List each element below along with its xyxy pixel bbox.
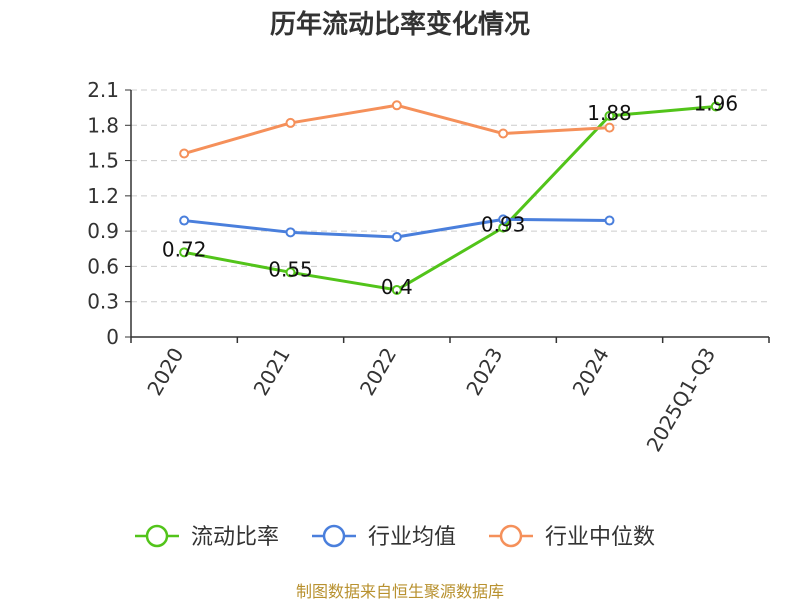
data-point bbox=[285, 117, 296, 128]
y-tick-labels: 0 0.3 0.6 0.9 1.2 1.5 1.8 2.1 bbox=[87, 78, 119, 349]
data-point bbox=[391, 100, 402, 111]
axes bbox=[125, 89, 770, 343]
data-point bbox=[498, 128, 509, 139]
x-tick-label: 2024 bbox=[568, 344, 614, 400]
data-point bbox=[391, 232, 402, 243]
legend-marker bbox=[322, 524, 346, 548]
grid-lines bbox=[131, 89, 769, 303]
legend-label: 行业均值 bbox=[368, 525, 456, 550]
y-tick-label: 0.3 bbox=[87, 290, 119, 314]
y-tick-label: 0.9 bbox=[87, 219, 119, 243]
source-note: 制图数据来自恒生聚源数据库 bbox=[295, 582, 504, 601]
data-point bbox=[179, 148, 190, 159]
data-label: 0.93 bbox=[481, 213, 526, 237]
series-points bbox=[179, 100, 721, 295]
y-tick-label: 1.8 bbox=[87, 113, 119, 137]
y-tick-label: 1.2 bbox=[87, 184, 119, 208]
legend-marker bbox=[499, 524, 523, 548]
chart-title: 历年流动比率变化情况 bbox=[269, 10, 530, 40]
data-point bbox=[179, 247, 190, 258]
data-label: 0.55 bbox=[268, 257, 313, 281]
data-point bbox=[285, 227, 296, 238]
y-tick-label: 0.6 bbox=[87, 254, 119, 278]
x-tick-label: 2025Q1-Q3 bbox=[641, 344, 720, 456]
legend: 流动比率 行业均值 行业中位数 bbox=[135, 524, 655, 550]
legend-label: 行业中位数 bbox=[545, 525, 655, 550]
x-tick-label: 2020 bbox=[142, 344, 188, 400]
series-lines bbox=[183, 103, 716, 292]
data-label: 1.88 bbox=[587, 101, 632, 125]
data-labels: 0.72 0.55 0.4 0.93 1.88 1.96 bbox=[162, 91, 738, 298]
x-tick-labels: 2020 2021 2022 2023 2024 2025Q1-Q3 bbox=[142, 343, 720, 455]
series-line bbox=[183, 104, 716, 292]
data-point bbox=[498, 214, 509, 225]
data-point bbox=[179, 215, 190, 226]
data-label: 0.4 bbox=[381, 275, 413, 299]
x-tick-label: 2023 bbox=[461, 343, 507, 399]
legend-label: 流动比率 bbox=[191, 525, 279, 550]
data-point bbox=[604, 122, 615, 133]
x-tick-label: 2022 bbox=[355, 344, 401, 400]
y-tick-label: 0 bbox=[106, 325, 119, 349]
data-point bbox=[391, 284, 402, 295]
data-point bbox=[285, 267, 296, 278]
y-tick-label: 2.1 bbox=[87, 78, 119, 102]
data-point bbox=[604, 215, 615, 226]
data-point bbox=[604, 110, 615, 121]
legend-marker bbox=[145, 524, 169, 548]
y-tick-label: 1.5 bbox=[87, 149, 119, 173]
data-point bbox=[710, 101, 721, 112]
x-tick-label: 2021 bbox=[249, 344, 295, 400]
data-label: 0.72 bbox=[162, 237, 207, 261]
data-label: 1.96 bbox=[694, 91, 739, 115]
series-line bbox=[183, 103, 610, 155]
